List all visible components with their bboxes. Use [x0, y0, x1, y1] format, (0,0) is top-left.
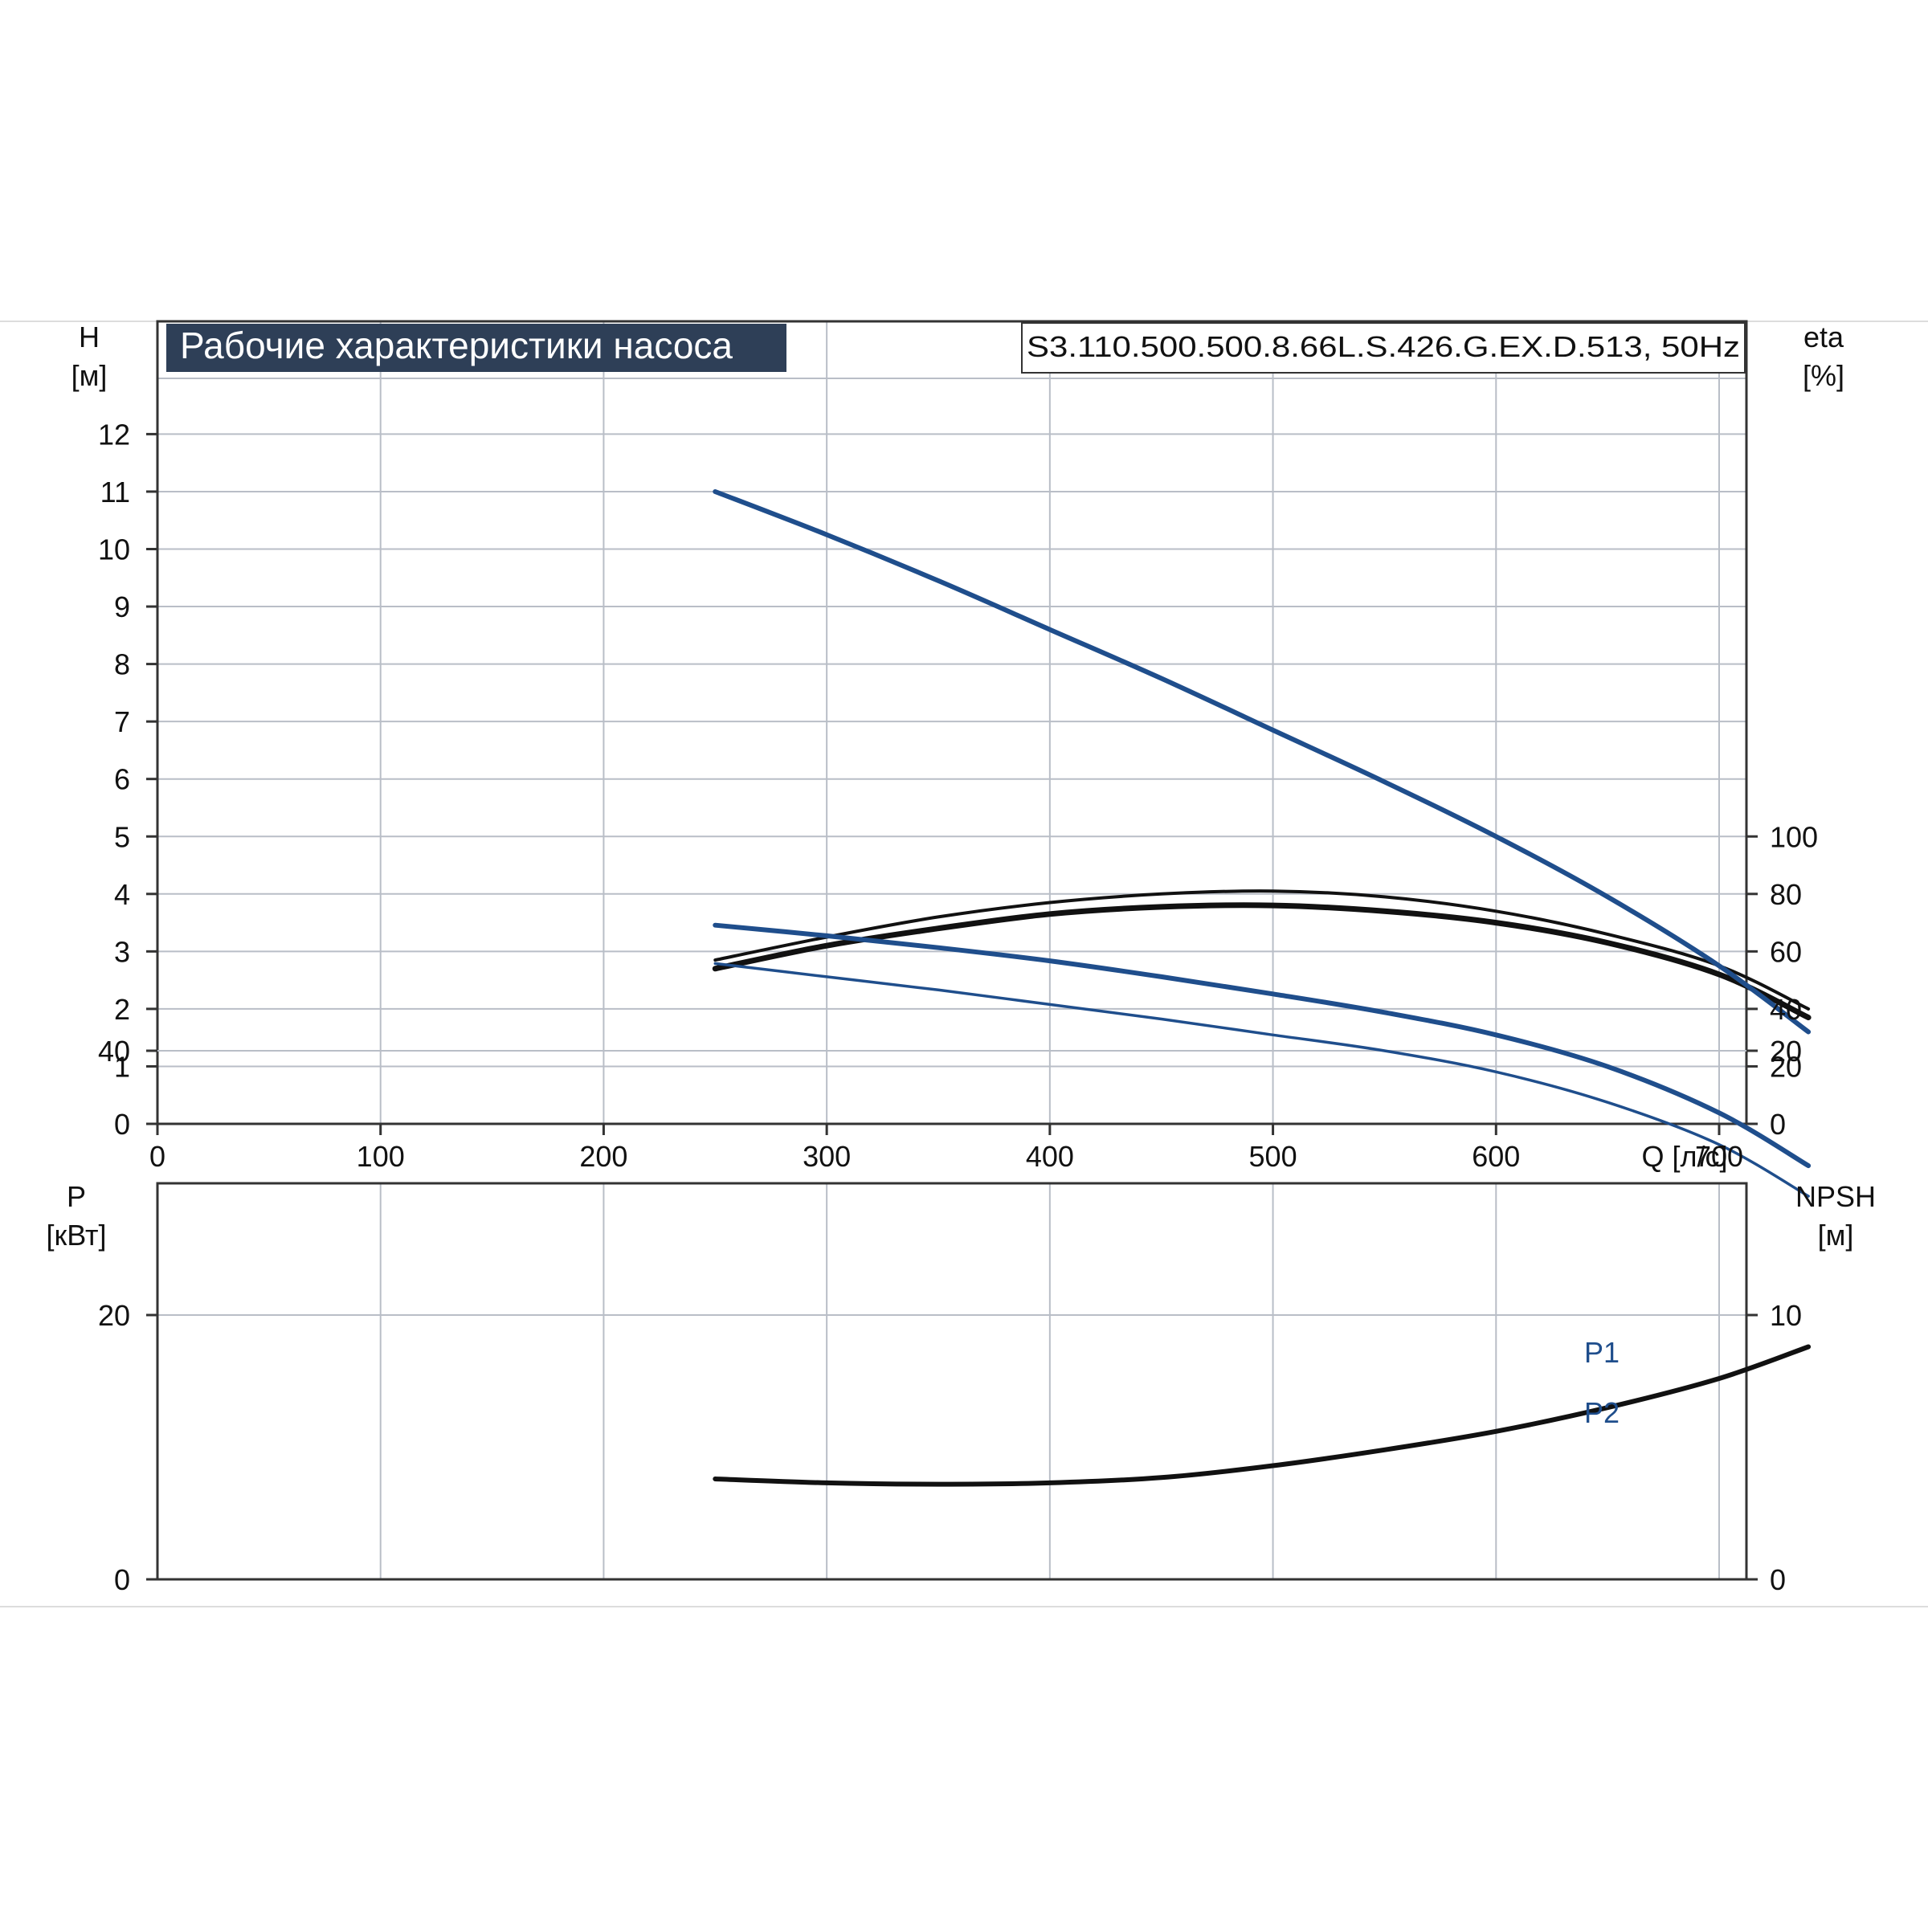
- top-panel-background: [157, 321, 1746, 1124]
- power-axis-unit: [кВт]: [46, 1219, 106, 1252]
- eta-tick-label: 80: [1770, 878, 1802, 911]
- top-panel-grid: [156, 320, 1748, 1125]
- q-tick-label: 300: [803, 1140, 851, 1173]
- y-right-axis-label: eta: [1803, 321, 1844, 353]
- eta-tick-label: 20: [1770, 1050, 1802, 1083]
- q-tick-label: 700: [1695, 1140, 1743, 1173]
- power-axis-label: P: [67, 1180, 86, 1213]
- q-tick-label: 400: [1026, 1140, 1074, 1173]
- y-left-axis-unit: [м]: [71, 359, 108, 392]
- p2-curve-label: P2: [1584, 1396, 1620, 1429]
- bottom-panel-frame: [156, 1182, 1748, 1581]
- q-tick-label: 600: [1472, 1140, 1520, 1173]
- p1-curve-label: P1: [1584, 1336, 1620, 1369]
- power-tick-label: 0: [114, 1563, 130, 1596]
- head-tick-label: 3: [114, 935, 130, 968]
- y-right-axis-unit: [%]: [1803, 359, 1844, 392]
- efficiency-curve-lower: [712, 902, 1812, 1021]
- chart-title: Рабочие характеристики насоса: [180, 325, 733, 366]
- q-tick-label: 200: [579, 1140, 627, 1173]
- head-tick-label: 11: [100, 476, 130, 509]
- p1-power-curve: [713, 922, 1812, 1169]
- head-tick-label: 5: [114, 820, 130, 853]
- head-tick-label: 6: [114, 763, 130, 796]
- bottom-panel-background: [157, 1183, 1746, 1579]
- npsh-axis-unit: [м]: [1818, 1219, 1854, 1252]
- npsh-tick-label: 0: [1770, 1563, 1786, 1596]
- npsh-axis-label: NPSH: [1795, 1180, 1876, 1213]
- model-label: S3.110.500.500.8.66L.S.426.G.EX.D.513, 5…: [1027, 330, 1740, 363]
- efficiency-curve-upper: [713, 889, 1811, 1011]
- head-tick-label: 2: [114, 993, 130, 1026]
- eta-tick-label: 100: [1770, 820, 1818, 853]
- x-axis-label: Q [л/с]: [1641, 1140, 1727, 1173]
- head-tick-label: 0: [114, 1108, 130, 1141]
- model-label-box: [1021, 322, 1746, 374]
- eta-tick-label: 0: [1770, 1108, 1786, 1141]
- npsh-tick-label: 10: [1770, 1299, 1802, 1332]
- npsh-curve: [713, 1344, 1812, 1487]
- series-layer: [712, 489, 1812, 1487]
- q-tick-label: 500: [1249, 1140, 1297, 1173]
- head-curve: [713, 489, 1812, 1035]
- title-background: [166, 324, 786, 372]
- power-tick-label: 40: [98, 1035, 130, 1068]
- head-tick-label: 9: [114, 590, 130, 623]
- npsh-tick-label: 20: [1770, 1035, 1802, 1068]
- head-tick-label: 10: [98, 533, 130, 566]
- head-tick-label: 1: [114, 1050, 130, 1083]
- y-left-axis-label: H: [79, 321, 100, 353]
- eta-tick-label: 60: [1770, 935, 1802, 968]
- head-tick-label: 7: [114, 705, 130, 738]
- q-tick-label: 0: [149, 1140, 165, 1173]
- head-tick-label: 12: [98, 418, 130, 451]
- p2-power-curve: [713, 962, 1810, 1198]
- eta-tick-label: 40: [1770, 993, 1802, 1026]
- head-tick-label: 4: [114, 878, 130, 911]
- q-tick-label: 100: [357, 1140, 405, 1173]
- head-tick-label: 8: [114, 648, 130, 681]
- bottom-panel-grid: [156, 1050, 1748, 1581]
- power-tick-label: 20: [98, 1299, 130, 1332]
